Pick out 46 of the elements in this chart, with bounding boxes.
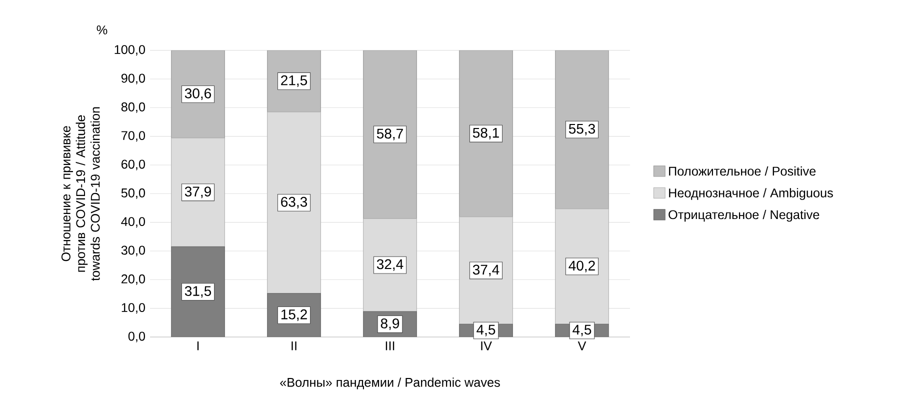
y-tick-label: 70,0	[122, 131, 146, 142]
data-label: 15,2	[281, 309, 307, 321]
data-label: 8,9	[380, 318, 400, 330]
bar	[171, 138, 225, 247]
y-axis-title: Отношение к прививке против COVID-19 / Attitude towards COVID-19 vaccination	[61, 107, 100, 281]
y-tick-label: 10,0	[122, 303, 146, 314]
y-tick-label: 0,0	[128, 332, 146, 342]
bar	[171, 50, 225, 138]
y-tick-label: 40,0	[121, 217, 146, 228]
x-axis-title: «Волны» пандемии / Pandemic waves	[280, 378, 500, 390]
data-label: 30,6	[184, 88, 212, 100]
y-tick-label: 60,0	[122, 160, 146, 170]
x-tick-label: II	[292, 341, 296, 350]
data-label: 21,5	[281, 75, 308, 87]
data-label: 37,4	[472, 264, 500, 276]
x-tick-label: I	[197, 341, 199, 350]
data-label: 58,1	[472, 128, 499, 140]
y-tick-label: 100,0	[114, 45, 146, 56]
y-tick-label: 80,0	[121, 102, 146, 113]
data-label: 37,9	[184, 186, 211, 198]
data-label: 55,3	[568, 124, 595, 136]
y-tick-label: 30,0	[121, 246, 146, 256]
bar	[171, 246, 225, 337]
bar	[267, 112, 321, 294]
legend-label: Неоднозначное / Ambiguous	[669, 188, 833, 200]
data-label: 58,7	[376, 128, 403, 140]
bar	[459, 216, 513, 324]
x-tick-label: V	[578, 341, 586, 350]
data-label: 63,3	[281, 196, 308, 208]
y-tick-label: 90,0	[121, 74, 146, 84]
y-tick-label: 20,0	[121, 274, 146, 285]
data-label: 4,5	[572, 324, 592, 336]
data-label: 31,5	[184, 286, 212, 298]
y-tick-label: 50,0	[121, 188, 146, 199]
bar	[555, 50, 609, 210]
data-label: 32,4	[376, 259, 404, 271]
legend-label: Положительное / Positive	[669, 166, 816, 176]
text: %	[96, 26, 108, 34]
bar	[459, 50, 513, 218]
data-label: 4,5	[476, 324, 496, 336]
x-tick-label: III	[386, 341, 394, 350]
data-label: 40,2	[568, 260, 595, 272]
legend-label: Отрицательное / Negative	[668, 210, 820, 222]
bar	[555, 208, 609, 324]
x-tick-label: IV	[481, 341, 492, 350]
bar	[363, 50, 417, 219]
